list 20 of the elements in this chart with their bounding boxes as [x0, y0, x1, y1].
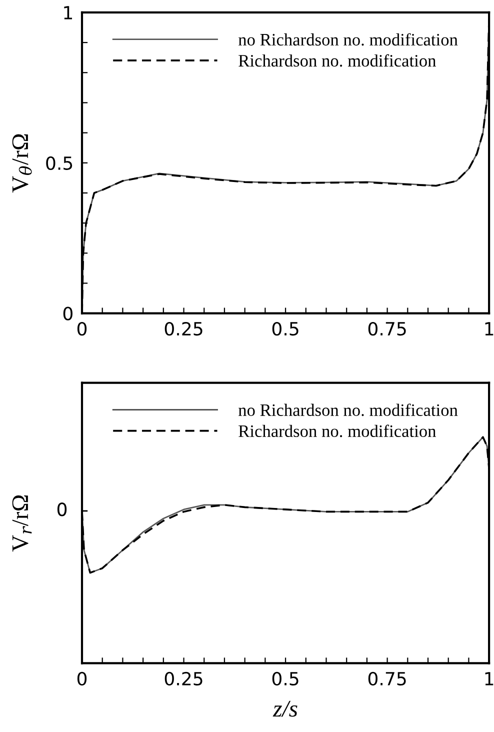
series-label: no Richardson no. modification [238, 404, 458, 416]
y-tick-label: 0.5 [46, 156, 72, 170]
series-label: no Richardson no. modification [238, 33, 458, 46]
x-tick-label: 0 [77, 322, 87, 336]
y-tick-label: 1 [64, 6, 72, 20]
text: Richardson no. modification [238, 54, 436, 67]
y-axis-title: V$_{θ}$/rΩ [12, 134, 32, 193]
x-axis-title: z/s [272, 700, 298, 717]
x-tick-label: 0.75 [368, 322, 406, 336]
text: Richardson no. modification [238, 424, 436, 438]
x-tick-label: 0 [77, 672, 87, 686]
x-tick-label: 0.5 [272, 672, 298, 686]
x-tick-label: 1 [485, 672, 494, 686]
x-tick-label: 0.25 [164, 322, 202, 336]
x-tick-label: 0.25 [164, 672, 202, 686]
x-tick-label: 1 [485, 322, 494, 336]
y-axis-title: V$_{r}$/rΩ [12, 495, 32, 552]
x-tick-label: 0.75 [368, 672, 406, 686]
x-tick-label: 0.5 [272, 322, 298, 336]
y-tick-label: 0 [63, 306, 72, 320]
